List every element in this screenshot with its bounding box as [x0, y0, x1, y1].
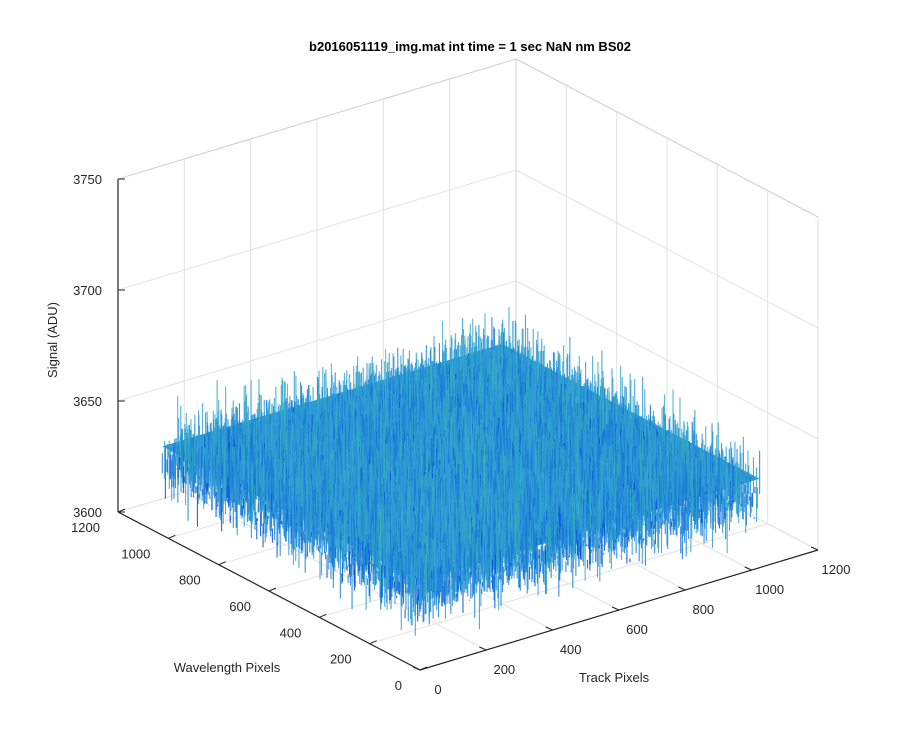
surface-data [161, 307, 761, 636]
box-edge [117, 58, 517, 180]
grid-line-y-floor [369, 523, 768, 645]
grid-line-z-wall [515, 280, 819, 440]
box-edge [515, 58, 819, 218]
grid-line-z-wall [117, 280, 517, 402]
grid-line-z-wall [515, 169, 819, 329]
grid-line-z-wall [117, 169, 517, 291]
